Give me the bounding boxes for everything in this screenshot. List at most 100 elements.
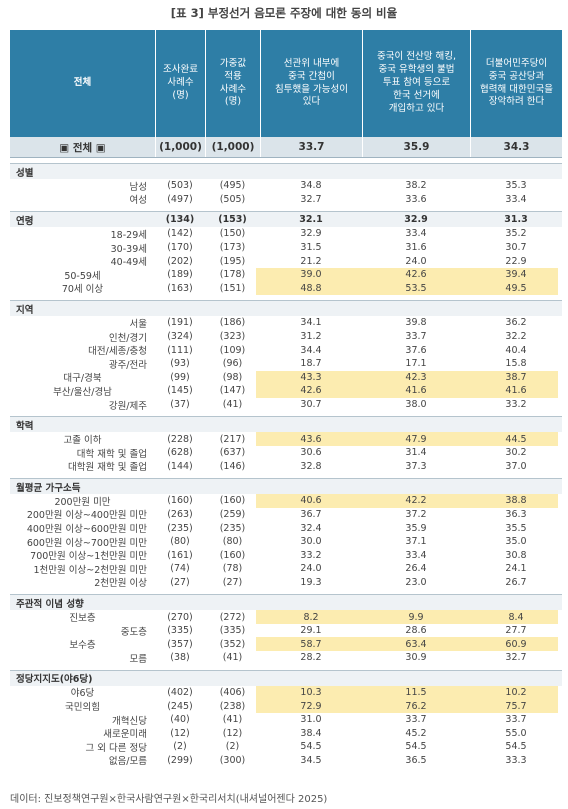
table-cell: 24.0 bbox=[405, 255, 427, 267]
table-cell: (357) bbox=[167, 638, 193, 650]
table-cell: (153) bbox=[218, 214, 247, 226]
table-cell: (402) bbox=[167, 686, 193, 698]
table-cell: (41) bbox=[222, 399, 243, 411]
data-row: 대구/경북 (99) (98) 43.3 42.3 38.7 bbox=[10, 370, 562, 385]
table-cell: 35.3 bbox=[505, 180, 527, 192]
table-cell: 54.5 bbox=[505, 741, 527, 753]
table-cell: 54.5 bbox=[300, 741, 322, 753]
table-cell: (217) bbox=[219, 433, 246, 445]
table-cell: (235) bbox=[219, 522, 246, 534]
data-row: 700만원 이상~1천만원 미만 (161) (160) 33.2 33.4 30.8 bbox=[10, 548, 562, 563]
table-cell: 대학 재학 및 졸업 bbox=[76, 448, 147, 460]
table-cell: 대구/경북 bbox=[63, 373, 102, 385]
table-cell: 10.2 bbox=[505, 686, 527, 698]
table-cell: 18.7 bbox=[300, 358, 322, 370]
table-cell: 42.6 bbox=[300, 385, 322, 397]
data-row: 400만원 이상~600만원 미만 (235) (235) 32.4 35.9 35.5 bbox=[10, 521, 562, 536]
data-row: 새로운미래 (12) (12) 38.4 45.2 55.0 bbox=[10, 726, 562, 741]
table-cell: (78) bbox=[222, 563, 243, 575]
highlight-band bbox=[256, 685, 558, 700]
table-cell: 21.2 bbox=[300, 255, 322, 267]
header-cell: 가중값 적용 사례수 (명) bbox=[205, 30, 260, 137]
table-cell: (352) bbox=[219, 638, 246, 650]
table-cell: 강원/제주 bbox=[108, 400, 147, 412]
data-row: 70세 이상 (163) (151) 48.8 53.5 49.5 bbox=[10, 281, 562, 295]
data-row: 50-59세 (189) (178) 39.0 42.6 39.4 bbox=[10, 267, 562, 282]
table-cell: 40-49세 bbox=[110, 257, 147, 269]
table-cell: 31.2 bbox=[300, 331, 322, 343]
table-cell: 1천만원 이상~2천만원 미만 bbox=[33, 564, 148, 576]
total-row: ▣ 전체 ▣ (1,000) (1,000) 33.7 35.9 34.3 bbox=[10, 137, 562, 158]
data-row: 중도층 (335) (335) 29.1 28.6 27.7 bbox=[10, 624, 562, 638]
table-cell: (80) bbox=[222, 536, 243, 548]
table-cell: 39.0 bbox=[300, 269, 322, 281]
table-cell: 18-29세 bbox=[110, 229, 147, 241]
table-cell: (12) bbox=[222, 727, 243, 739]
table-cell: 35.9 bbox=[405, 522, 427, 534]
table-cell: 부산/울산/경남 bbox=[53, 386, 112, 398]
table-cell: (27) bbox=[222, 576, 243, 588]
table-cell: (145) bbox=[167, 385, 193, 397]
data-row: 대학원 재학 및 졸업 (144) (146) 32.8 37.3 37.0 bbox=[10, 460, 562, 474]
table-cell: (235) bbox=[167, 522, 193, 534]
table-cell: 43.6 bbox=[300, 433, 322, 445]
table-cell: 새로운미래 bbox=[103, 729, 147, 741]
table-cell: 48.8 bbox=[300, 282, 322, 294]
table-cell: 26.4 bbox=[405, 563, 427, 575]
highlight-band bbox=[256, 384, 558, 398]
table-cell: 39.4 bbox=[505, 269, 527, 281]
table-cell: (202) bbox=[167, 255, 193, 267]
table-cell: (270) bbox=[167, 611, 193, 623]
table-cell: 45.2 bbox=[405, 727, 427, 739]
table-cell: 대전/세종/충청 bbox=[88, 346, 147, 358]
table-cell: 2천만원 이상 bbox=[94, 578, 147, 590]
data-row: 개혁신당 (40) (41) 31.0 33.7 33.7 bbox=[10, 713, 562, 727]
table-cell: 60.9 bbox=[505, 638, 527, 650]
header-cell: 조사완료 사례수 (명) bbox=[155, 30, 205, 137]
table-cell: 31.6 bbox=[405, 242, 427, 254]
table-cell: (503) bbox=[167, 180, 193, 192]
table-cell: 개혁신당 bbox=[112, 715, 147, 727]
table-cell: 30.6 bbox=[300, 447, 322, 459]
table-cell: 고졸 이하 bbox=[63, 435, 102, 447]
table-cell: (1,000) bbox=[205, 137, 260, 157]
highlight-band bbox=[256, 637, 558, 652]
table-cell: 31.3 bbox=[504, 214, 528, 226]
table-cell: 43.3 bbox=[300, 371, 322, 383]
table-cell: (170) bbox=[167, 242, 193, 254]
table-cell: (12) bbox=[170, 727, 190, 739]
table-cell: (111) bbox=[167, 344, 193, 356]
table-cell: (323) bbox=[219, 331, 246, 343]
table-cell: (335) bbox=[219, 625, 246, 637]
table-cell: 33.6 bbox=[405, 193, 427, 205]
table-cell: 34.4 bbox=[300, 344, 322, 356]
table-cell: 24.1 bbox=[505, 563, 527, 575]
table-cell: (41) bbox=[222, 652, 243, 664]
table-cell: 10.3 bbox=[300, 686, 322, 698]
table-cell: (160) bbox=[219, 549, 246, 561]
table-cell: (191) bbox=[167, 317, 193, 329]
table-cell: 30.8 bbox=[505, 549, 527, 561]
table-cell: (259) bbox=[219, 508, 246, 520]
data-row: 모름 (38) (41) 28.2 30.9 32.7 bbox=[10, 651, 562, 665]
table-cell: 37.0 bbox=[505, 460, 527, 472]
table-cell: 50-59세 bbox=[64, 270, 101, 282]
highlight-band bbox=[256, 699, 558, 713]
table-cell: 33.3 bbox=[505, 754, 527, 766]
table-cell: (74) bbox=[170, 563, 190, 575]
table-cell: ▣ 전체 ▣ bbox=[59, 141, 106, 154]
table-cell: 36.5 bbox=[405, 754, 427, 766]
table-cell: (27) bbox=[170, 576, 190, 588]
group-label: 지역 bbox=[16, 304, 34, 316]
table-cell: (195) bbox=[219, 255, 246, 267]
group-header-row: 성별 bbox=[10, 163, 562, 179]
table-cell: 중도층 bbox=[120, 626, 147, 638]
table-cell: 58.7 bbox=[300, 638, 322, 650]
header-cell: 더불어민주당이 중국 공산당과 협력해 대한민국을 장악하려 한다 bbox=[470, 30, 562, 137]
table-cell: 36.7 bbox=[300, 508, 322, 520]
table-cell: 54.5 bbox=[405, 741, 427, 753]
table-cell: 야6당 bbox=[70, 688, 95, 700]
header-cell: 선관위 내부에 중국 간첩이 침투했을 가능성이 있다 bbox=[260, 30, 362, 137]
table-cell: 49.5 bbox=[505, 282, 527, 294]
